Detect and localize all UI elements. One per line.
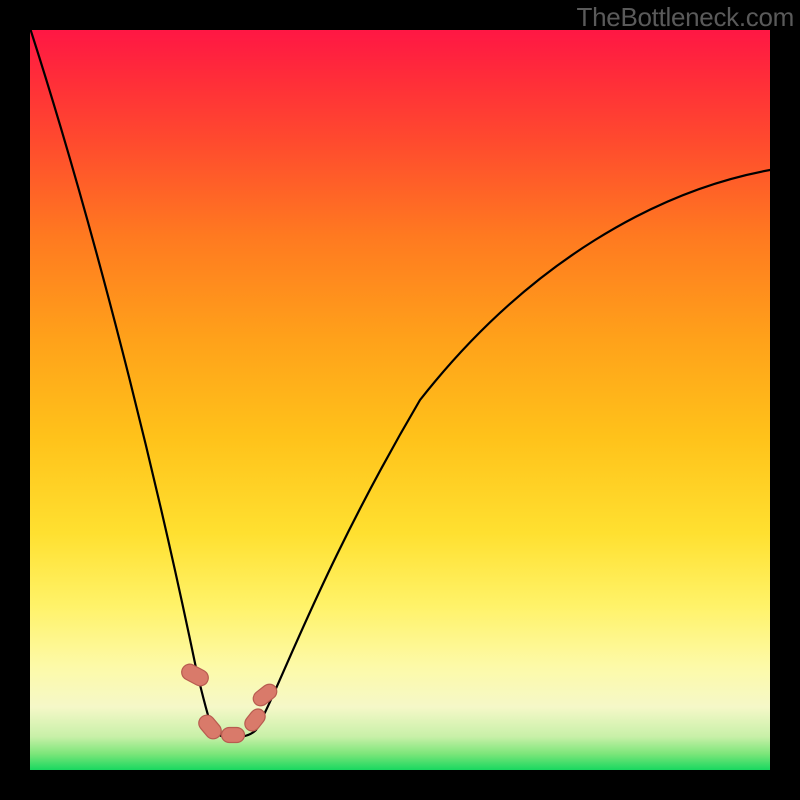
plot-frame [0, 0, 30, 800]
watermark-text: TheBottleneck.com [577, 2, 794, 33]
plot-frame [0, 770, 800, 800]
valley-marker [222, 728, 245, 743]
gradient-background [30, 30, 770, 770]
bottleneck-plot [0, 0, 800, 800]
plot-frame [770, 0, 800, 800]
